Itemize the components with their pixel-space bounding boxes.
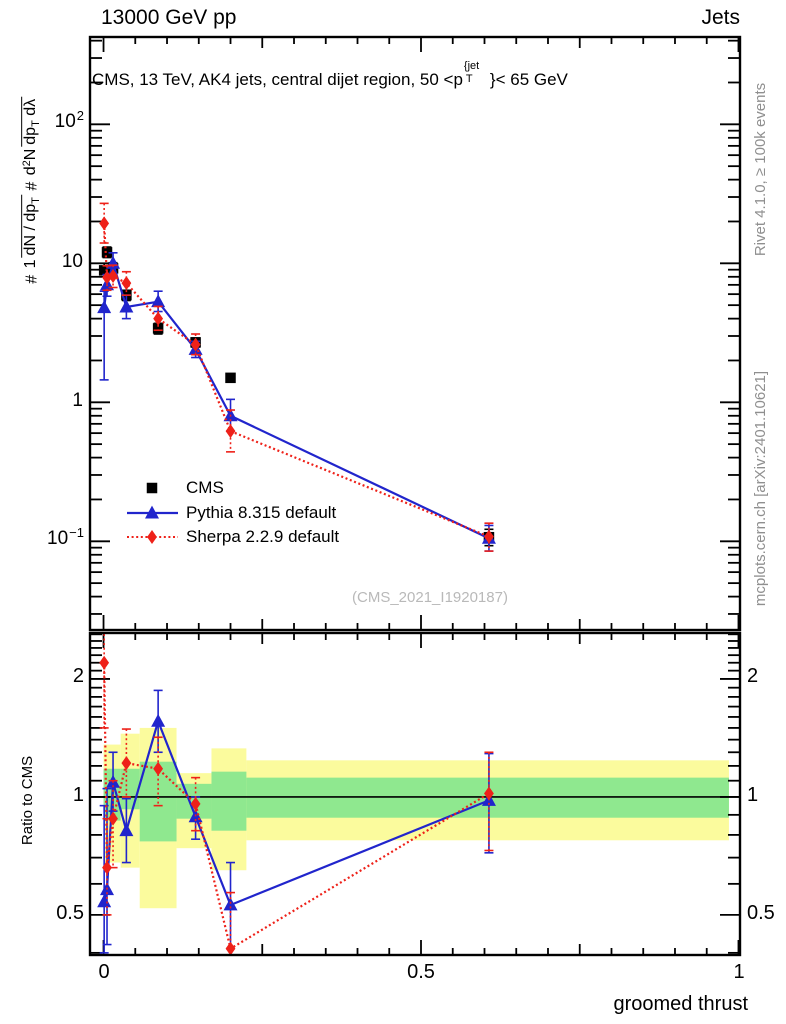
x-axis-label: groomed thrust bbox=[613, 993, 748, 1015]
rivet-version-note: Rivet 4.1.0, ≥ 100k events bbox=[752, 82, 770, 256]
header-energy: 13000 GeV pp bbox=[101, 6, 237, 29]
ylabel-f1-den-sub: T bbox=[29, 196, 42, 204]
ylabel-f2-num: d2N bbox=[20, 146, 39, 177]
mcplots-reference: mcplots.cern.ch [arXiv:2401.10621] bbox=[752, 370, 770, 606]
ratio-tick-left-2: 2 bbox=[72, 665, 84, 687]
ratio-tick-right-05: 0.5 bbox=[747, 902, 775, 924]
ratio-tick-right-1: 1 bbox=[747, 784, 759, 806]
ylabel-f2-num-sup: 2 bbox=[20, 159, 33, 167]
legend-marker-sherpa bbox=[127, 530, 178, 544]
ylabel-f1-den: dN / dpT bbox=[20, 194, 42, 258]
pt-subscript: T bbox=[465, 72, 473, 85]
legend-label-cms: CMS bbox=[186, 478, 224, 497]
band-inner bbox=[211, 771, 247, 831]
watermark: (CMS_2021_I1920187) bbox=[352, 589, 508, 606]
ytick-0p1: 10−1 bbox=[47, 525, 84, 549]
xtick-0: 0 bbox=[98, 961, 110, 983]
ytick-10: 10 bbox=[61, 251, 83, 272]
xtick-05: 0.5 bbox=[407, 961, 435, 983]
ylabel-f1-den-text: dN / dp bbox=[21, 203, 39, 256]
ylabel-hash-1: # bbox=[23, 274, 41, 284]
ratio-panel-frame bbox=[88, 631, 742, 957]
pt-jet-notation: {jet T bbox=[463, 60, 490, 85]
ytick-1: 1 bbox=[72, 390, 83, 411]
main-panel-frame bbox=[88, 35, 742, 632]
sherpa-series bbox=[99, 202, 494, 552]
plot-title: CMS, 13 TeV, AK4 jets, central dijet reg… bbox=[92, 60, 568, 90]
legend bbox=[127, 482, 178, 544]
legend-label-sherpa: Sherpa 2.2.9 default bbox=[186, 527, 340, 546]
pt-superscript: {jet bbox=[463, 59, 480, 72]
legend-marker-pythia bbox=[127, 505, 178, 519]
ytick-100: 102 bbox=[54, 108, 84, 132]
legend-marker-cms bbox=[146, 482, 158, 494]
ylabel-f2-num-d: d bbox=[21, 166, 39, 176]
axis-ticks bbox=[90, 37, 740, 955]
plot-title-end: }< 65 GeV bbox=[489, 70, 568, 89]
xtick-1: 1 bbox=[733, 961, 745, 983]
legend-label-pythia: Pythia 8.315 default bbox=[186, 503, 337, 522]
ratio-tick-left-05: 0.5 bbox=[56, 902, 84, 924]
ylabel-hash-2: # bbox=[23, 181, 41, 191]
sherpa-series bbox=[99, 633, 494, 955]
main-y-axis-label: # 1dN / dpT # d2NdpT dλ bbox=[0, 30, 64, 350]
ratio-tick-left-1: 1 bbox=[72, 784, 84, 806]
ylabel-f2-num-n: N bbox=[21, 148, 39, 160]
plot-title-main: CMS, 13 TeV, AK4 jets, central dijet reg… bbox=[92, 70, 463, 89]
header-process: Jets bbox=[701, 6, 740, 29]
ratio-tick-right-2: 2 bbox=[747, 665, 759, 687]
ylabel-fraction-2: d2NdpT dλ bbox=[20, 96, 43, 177]
